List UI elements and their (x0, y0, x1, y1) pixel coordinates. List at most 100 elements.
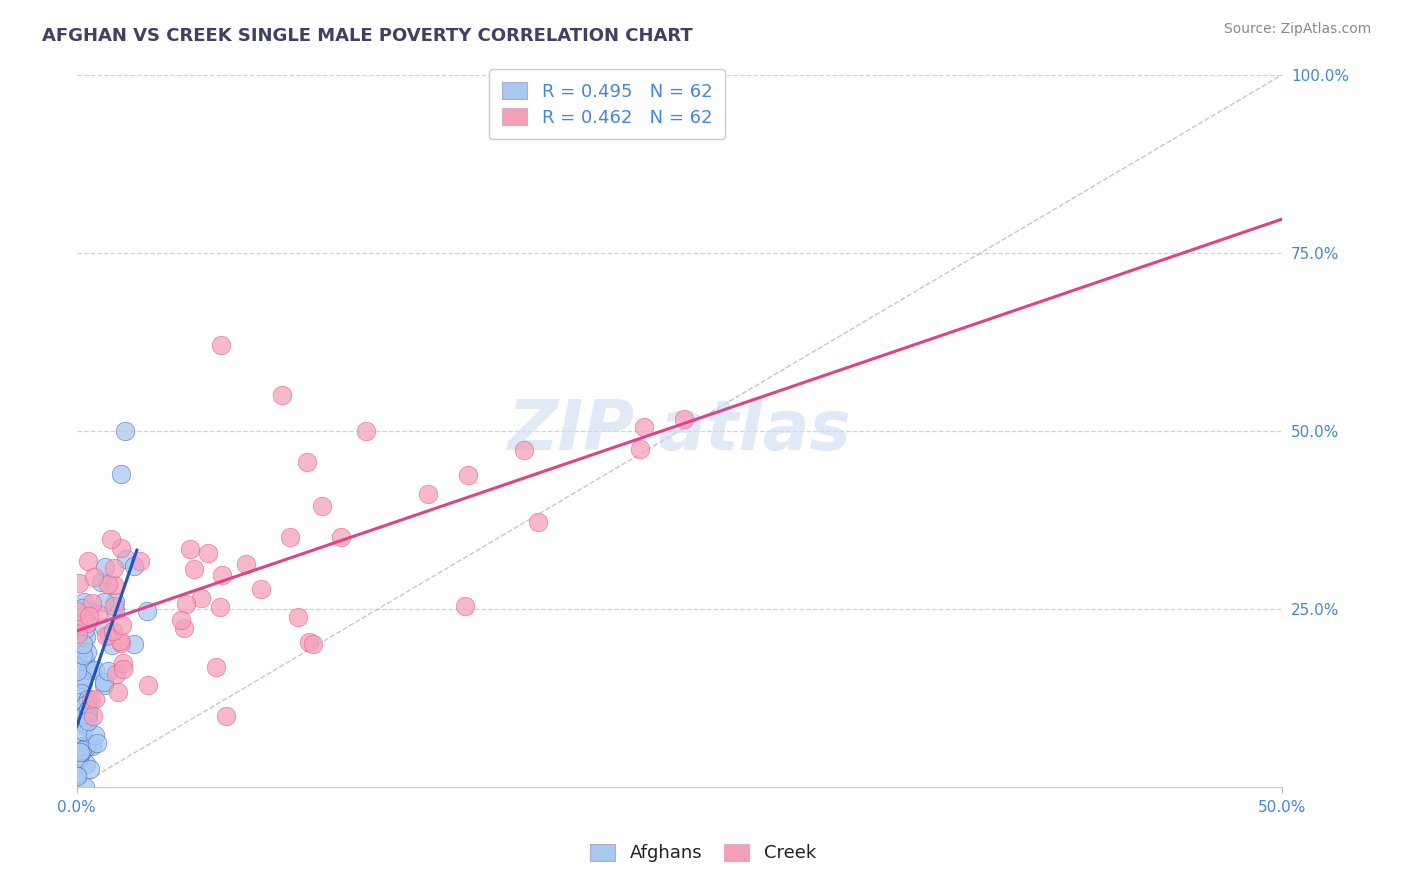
Point (75, 631, 97, 645)
Point (66, 767, 89, 781)
Point (287, 609, 309, 624)
Point (101, 624, 124, 638)
Point (86, 736, 108, 750)
Point (190, 591, 212, 605)
Point (75, 654, 97, 668)
Point (628, 442, 651, 457)
Point (75, 707, 97, 722)
Point (79, 763, 101, 777)
Point (354, 424, 377, 438)
Point (70, 745, 93, 759)
Point (103, 560, 125, 574)
Point (87, 607, 110, 622)
Point (75, 704, 97, 718)
Point (174, 597, 197, 611)
Point (103, 599, 125, 614)
Point (270, 388, 292, 402)
Point (250, 582, 273, 596)
Text: ZIP atlas: ZIP atlas (508, 397, 852, 465)
Point (72, 723, 94, 738)
Point (418, 487, 440, 501)
Point (108, 633, 131, 648)
Point (98, 628, 121, 642)
Point (122, 637, 145, 651)
Point (72, 709, 94, 723)
Point (457, 468, 479, 483)
Point (215, 708, 238, 723)
Point (209, 338, 232, 352)
Legend: R = 0.495   N = 62, R = 0.462   N = 62: R = 0.495 N = 62, R = 0.462 N = 62 (489, 70, 725, 139)
Point (72, 702, 94, 716)
Legend: Afghans, Creek: Afghans, Creek (582, 837, 824, 870)
Point (93, 595, 115, 609)
Point (105, 666, 128, 681)
Point (110, 467, 132, 482)
Point (75, 756, 97, 771)
Point (112, 662, 135, 676)
Point (107, 684, 129, 698)
Point (633, 420, 655, 434)
Point (94, 560, 117, 574)
Point (73, 595, 96, 609)
Point (114, 424, 136, 438)
Point (453, 599, 475, 613)
Point (170, 613, 193, 627)
Point (103, 578, 125, 592)
Point (83, 570, 105, 584)
Point (77, 703, 100, 717)
Point (70, 743, 93, 757)
Point (96, 576, 118, 591)
Point (66, 664, 89, 678)
Point (673, 412, 696, 426)
Point (67, 627, 90, 641)
Point (111, 618, 134, 632)
Point (136, 678, 159, 692)
Point (205, 660, 228, 674)
Point (70, 672, 93, 686)
Point (93, 620, 115, 634)
Point (82, 739, 104, 754)
Point (67, 648, 90, 662)
Point (67, 699, 90, 714)
Point (80, 693, 103, 707)
Point (76, 714, 98, 729)
Point (75, 740, 97, 755)
Point (75, 698, 97, 712)
Point (329, 530, 352, 544)
Point (211, 568, 233, 582)
Point (76, 615, 98, 630)
Point (110, 636, 132, 650)
Point (66, 605, 89, 619)
Point (94, 629, 117, 643)
Text: Source: ZipAtlas.com: Source: ZipAtlas.com (1223, 22, 1371, 37)
Point (297, 454, 319, 468)
Point (72, 637, 94, 651)
Point (183, 561, 205, 575)
Point (110, 541, 132, 556)
Point (100, 638, 122, 652)
Point (66, 695, 89, 709)
Point (104, 603, 127, 617)
Point (100, 532, 122, 546)
Point (96, 664, 118, 678)
Point (67, 751, 90, 765)
Point (104, 595, 127, 609)
Point (311, 499, 333, 513)
Point (278, 530, 301, 544)
Point (77, 692, 100, 706)
Point (80, 596, 103, 610)
Point (76, 708, 98, 723)
Point (209, 599, 232, 614)
Point (70, 600, 93, 615)
Point (76, 706, 98, 720)
Point (77, 554, 100, 568)
Point (526, 515, 548, 529)
Point (93, 675, 115, 690)
Point (173, 621, 195, 635)
Point (122, 559, 145, 574)
Point (77, 609, 100, 624)
Point (197, 546, 219, 560)
Point (66, 769, 89, 783)
Point (69, 739, 91, 754)
Point (73, 717, 96, 731)
